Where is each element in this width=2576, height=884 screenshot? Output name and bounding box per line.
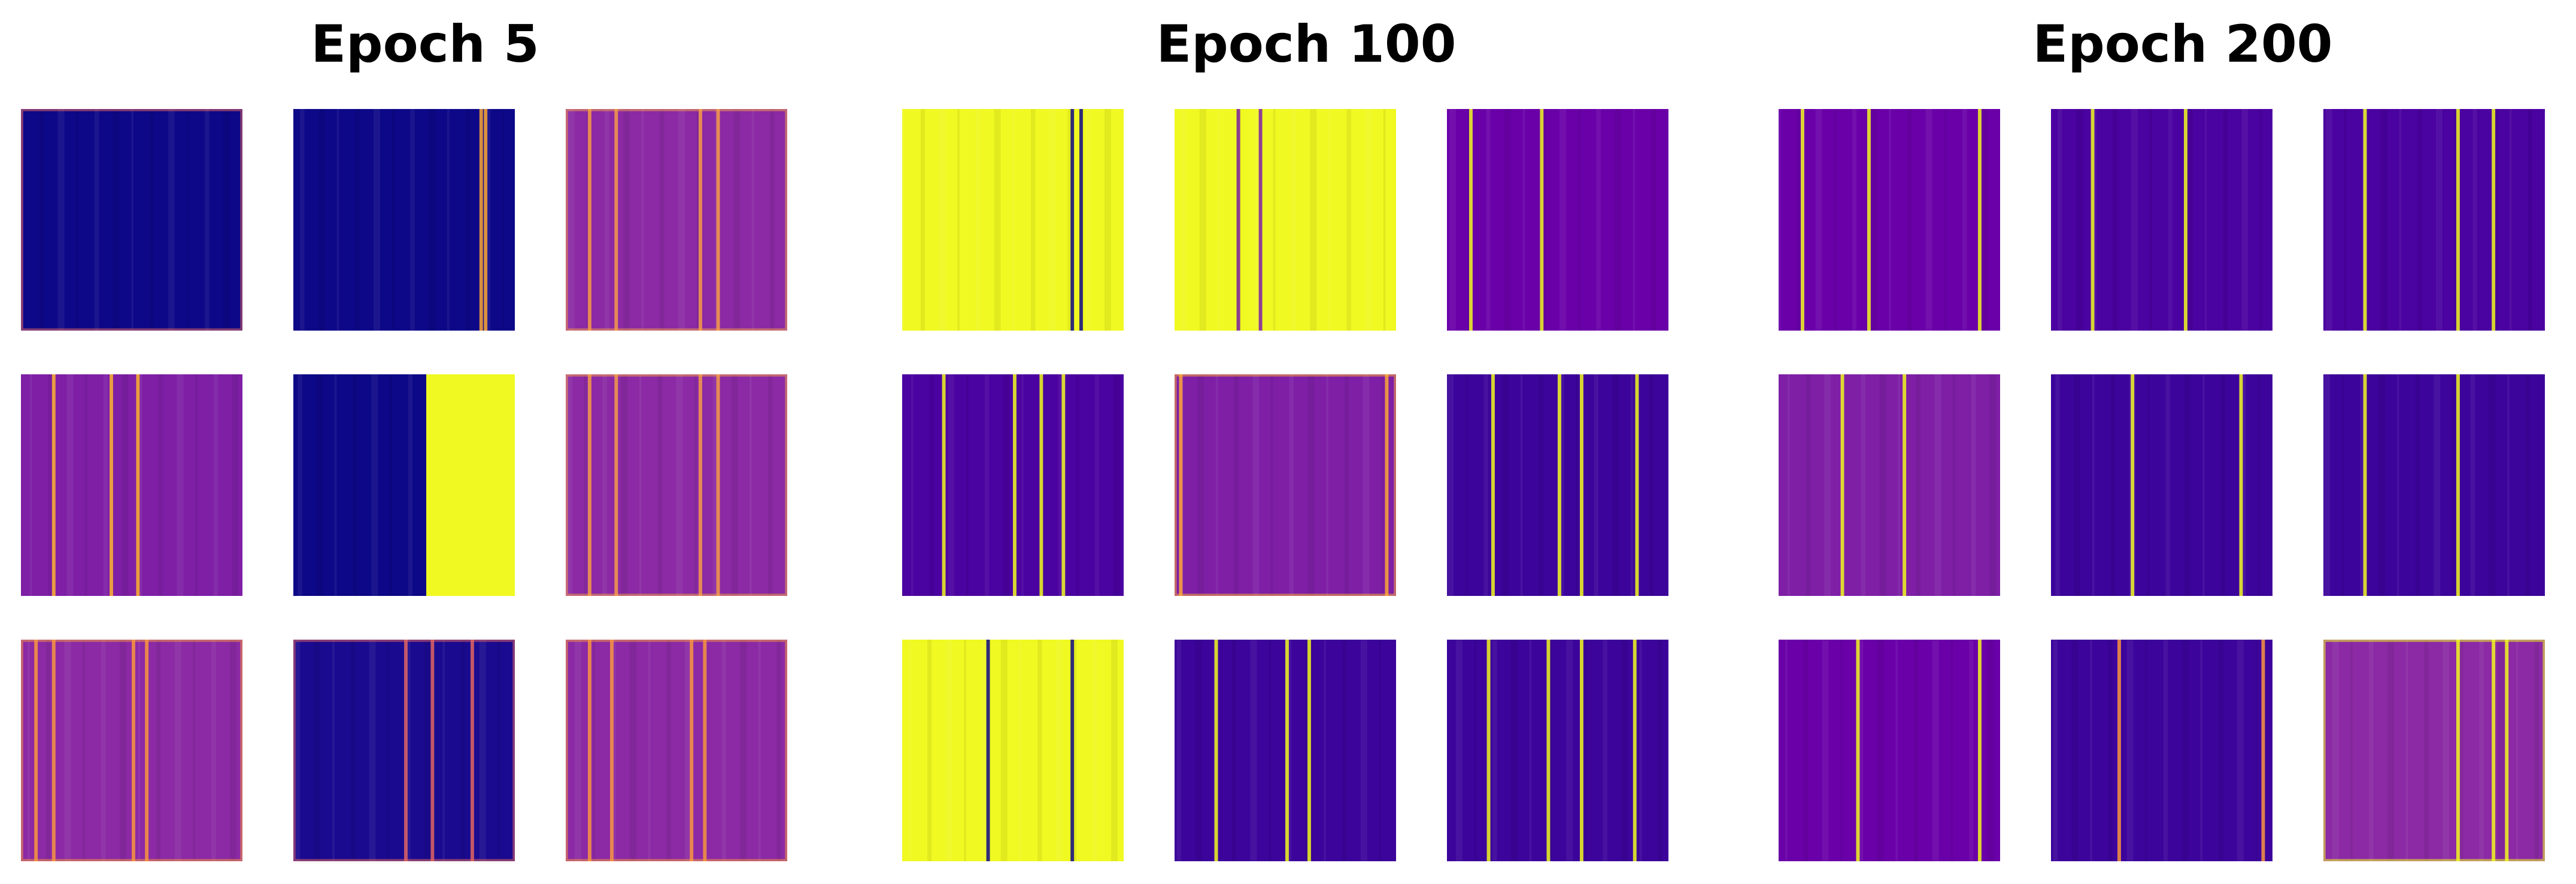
heatmap-tile — [1779, 374, 2000, 596]
group-title: Epoch 200 — [2032, 14, 2333, 74]
heatmap-tile — [1447, 374, 1668, 596]
heatmap-tile — [902, 374, 1124, 596]
epoch-group: Epoch 100 — [887, 0, 1725, 884]
heatmap-tile — [566, 109, 787, 331]
heatmap-tile — [293, 640, 515, 861]
heatmap-tile — [902, 640, 1124, 861]
group-title: Epoch 5 — [311, 14, 539, 74]
heatmap-tile — [1175, 374, 1396, 596]
heatmap-tile — [293, 109, 515, 331]
heatmap-tile — [1779, 109, 2000, 331]
heatmap-tile — [21, 109, 242, 331]
heatmap-tile — [21, 374, 242, 596]
group-title: Epoch 100 — [1156, 14, 1457, 74]
heatmap-tile — [1175, 640, 1396, 861]
heatmap-tile — [2051, 109, 2272, 331]
heatmap-tile — [1447, 109, 1668, 331]
heatmap-tile — [902, 109, 1124, 331]
epoch-group: Epoch 200 — [1764, 0, 2576, 884]
heatmap-tile — [1779, 640, 2000, 861]
heatmap-tile — [2323, 640, 2545, 861]
heatmap-tile — [566, 374, 787, 596]
heatmap-tile — [1447, 640, 1668, 861]
heatmap-tile — [566, 640, 787, 861]
heatmap-tile — [2323, 109, 2545, 331]
heatmap-tile — [21, 640, 242, 861]
epoch-group: Epoch 5 — [6, 0, 844, 884]
heatmap-tile — [293, 374, 515, 596]
heatmap-tile — [2051, 374, 2272, 596]
heatmap-tile — [1175, 109, 1396, 331]
heatmap-tile — [2051, 640, 2272, 861]
heatmap-tile — [2323, 374, 2545, 596]
